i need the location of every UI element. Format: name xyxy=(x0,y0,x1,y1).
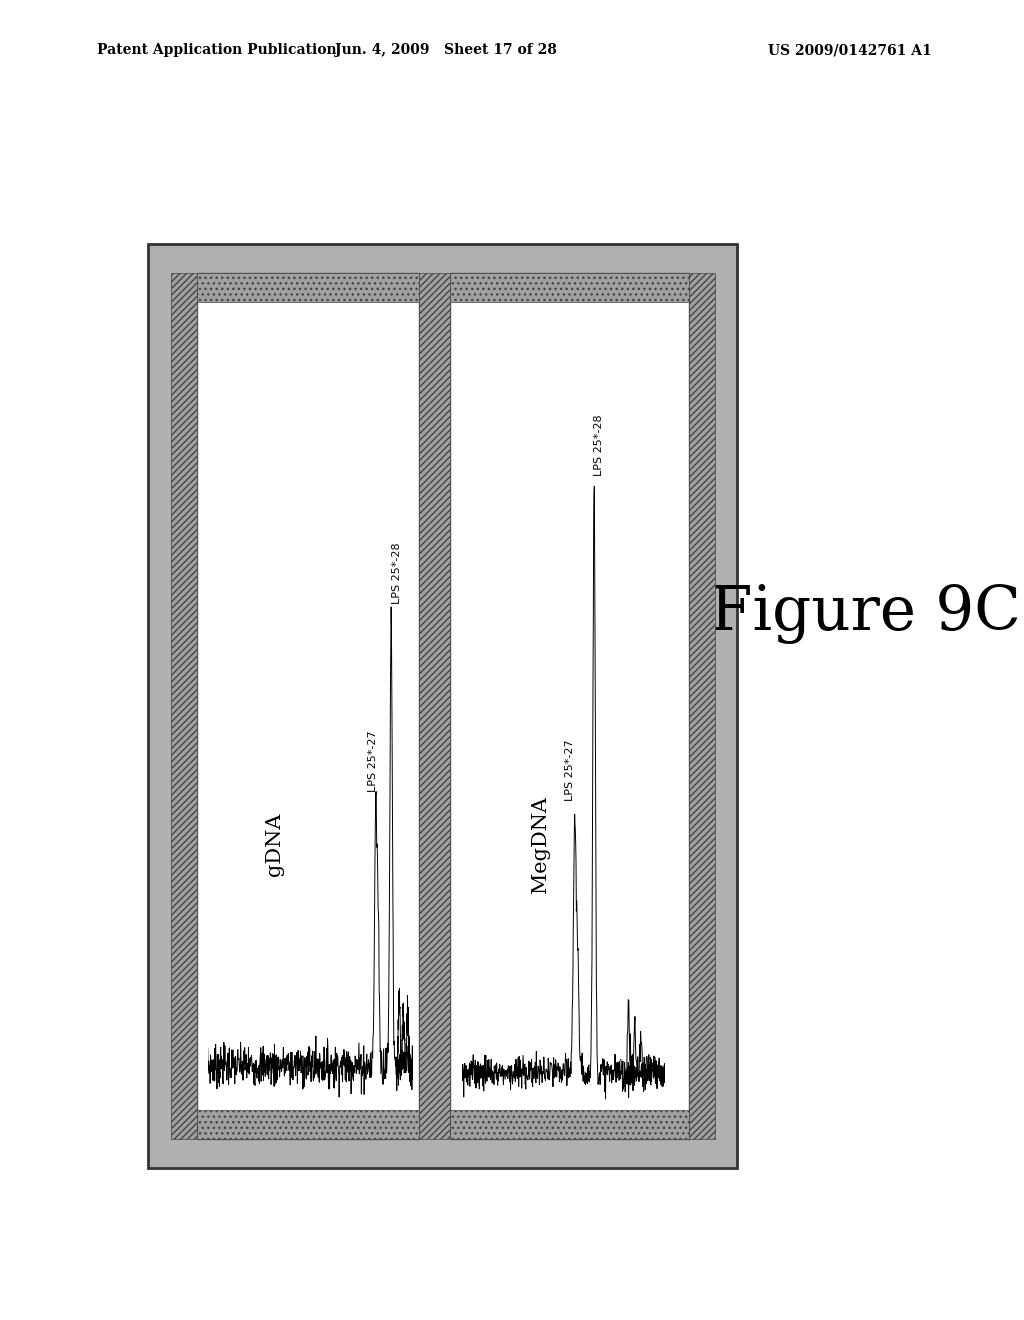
Bar xyxy=(451,273,689,1139)
Text: LPS 25*-27: LPS 25*-27 xyxy=(565,739,574,801)
Bar xyxy=(197,273,420,1139)
Text: LPS 25*-28: LPS 25*-28 xyxy=(594,414,604,475)
Bar xyxy=(171,273,197,1139)
Text: US 2009/0142761 A1: US 2009/0142761 A1 xyxy=(768,44,932,57)
Bar xyxy=(451,1110,689,1139)
Text: LPS 25*-27: LPS 25*-27 xyxy=(368,730,378,792)
Text: Jun. 4, 2009   Sheet 17 of 28: Jun. 4, 2009 Sheet 17 of 28 xyxy=(335,44,556,57)
Bar xyxy=(197,1110,420,1139)
Bar xyxy=(148,244,737,1168)
Text: Patent Application Publication: Patent Application Publication xyxy=(97,44,337,57)
Text: MegDNA: MegDNA xyxy=(531,796,551,894)
Bar xyxy=(197,273,420,302)
Bar xyxy=(689,273,715,1139)
Bar xyxy=(451,273,689,302)
Text: gDNA: gDNA xyxy=(265,813,284,876)
Text: Figure 9C: Figure 9C xyxy=(710,583,1021,644)
Bar xyxy=(420,273,451,1139)
Text: LPS 25*-28: LPS 25*-28 xyxy=(392,543,402,603)
